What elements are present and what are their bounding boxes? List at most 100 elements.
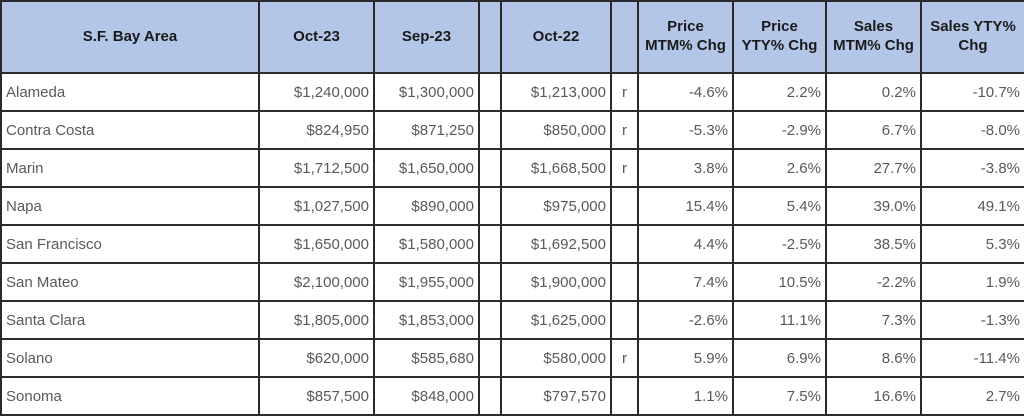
cell-spacer <box>478 224 502 264</box>
cell-price-mtm-chg: 5.9% <box>637 338 734 378</box>
cell-price-yty-chg: 2.2% <box>732 72 827 112</box>
cell-revised-flag <box>610 376 639 416</box>
cell-revised-flag <box>610 224 639 264</box>
cell-spacer <box>478 110 502 150</box>
cell-price-mtm-chg: 4.4% <box>637 224 734 264</box>
column-header-price-mtm: Price MTM% Chg <box>637 0 734 74</box>
column-header-spacer <box>478 0 502 74</box>
cell-sales-mtm-chg: -2.2% <box>825 262 922 302</box>
cell-oct22-price: $975,000 <box>500 186 612 226</box>
cell-oct23-price: $857,500 <box>258 376 375 416</box>
cell-revised-flag: r <box>610 110 639 150</box>
cell-area: Napa <box>0 186 260 226</box>
cell-sales-yty-chg: -3.8% <box>920 148 1024 188</box>
table-row: Napa $1,027,500 $890,000 $975,000 15.4% … <box>0 186 1024 226</box>
cell-sales-mtm-chg: 27.7% <box>825 148 922 188</box>
cell-price-yty-chg: 2.6% <box>732 148 827 188</box>
cell-price-mtm-chg: 15.4% <box>637 186 734 226</box>
cell-sales-mtm-chg: 38.5% <box>825 224 922 264</box>
cell-spacer <box>478 186 502 226</box>
cell-sales-mtm-chg: 7.3% <box>825 300 922 340</box>
table-body: Alameda $1,240,000 $1,300,000 $1,213,000… <box>0 72 1024 416</box>
cell-oct23-price: $1,712,500 <box>258 148 375 188</box>
cell-sep23-price: $871,250 <box>373 110 480 150</box>
cell-sales-yty-chg: -1.3% <box>920 300 1024 340</box>
cell-sep23-price: $585,680 <box>373 338 480 378</box>
column-header-oct23: Oct-23 <box>258 0 375 74</box>
cell-price-mtm-chg: 3.8% <box>637 148 734 188</box>
cell-oct23-price: $1,240,000 <box>258 72 375 112</box>
cell-oct22-price: $850,000 <box>500 110 612 150</box>
column-header-area: S.F. Bay Area <box>0 0 260 74</box>
cell-revised-flag: r <box>610 338 639 378</box>
cell-sales-yty-chg: -11.4% <box>920 338 1024 378</box>
cell-sales-mtm-chg: 8.6% <box>825 338 922 378</box>
cell-sales-yty-chg: 1.9% <box>920 262 1024 302</box>
cell-price-yty-chg: 10.5% <box>732 262 827 302</box>
table-row: Marin $1,712,500 $1,650,000 $1,668,500 r… <box>0 148 1024 188</box>
cell-area: Sonoma <box>0 376 260 416</box>
cell-area: Alameda <box>0 72 260 112</box>
table-row: San Francisco $1,650,000 $1,580,000 $1,6… <box>0 224 1024 264</box>
cell-price-yty-chg: -2.9% <box>732 110 827 150</box>
cell-sep23-price: $1,300,000 <box>373 72 480 112</box>
cell-area: Marin <box>0 148 260 188</box>
table-row: San Mateo $2,100,000 $1,955,000 $1,900,0… <box>0 262 1024 302</box>
cell-oct23-price: $1,805,000 <box>258 300 375 340</box>
table-row: Contra Costa $824,950 $871,250 $850,000 … <box>0 110 1024 150</box>
cell-oct23-price: $2,100,000 <box>258 262 375 302</box>
cell-spacer <box>478 262 502 302</box>
table-row: Santa Clara $1,805,000 $1,853,000 $1,625… <box>0 300 1024 340</box>
table-row: Solano $620,000 $585,680 $580,000 r 5.9%… <box>0 338 1024 378</box>
header-row: S.F. Bay Area Oct-23 Sep-23 Oct-22 Price… <box>0 0 1024 74</box>
cell-area: San Francisco <box>0 224 260 264</box>
cell-area: San Mateo <box>0 262 260 302</box>
cell-revised-flag <box>610 300 639 340</box>
cell-oct22-price: $1,625,000 <box>500 300 612 340</box>
cell-price-mtm-chg: -4.6% <box>637 72 734 112</box>
cell-spacer <box>478 338 502 378</box>
cell-sales-mtm-chg: 0.2% <box>825 72 922 112</box>
cell-sales-yty-chg: 5.3% <box>920 224 1024 264</box>
cell-spacer <box>478 148 502 188</box>
cell-price-mtm-chg: 1.1% <box>637 376 734 416</box>
cell-oct22-price: $1,213,000 <box>500 72 612 112</box>
cell-sales-yty-chg: -8.0% <box>920 110 1024 150</box>
cell-revised-flag: r <box>610 148 639 188</box>
cell-price-yty-chg: -2.5% <box>732 224 827 264</box>
column-header-sales-mtm: Sales MTM% Chg <box>825 0 922 74</box>
column-header-price-yty: Price YTY% Chg <box>732 0 827 74</box>
cell-revised-flag: r <box>610 72 639 112</box>
cell-price-mtm-chg: -2.6% <box>637 300 734 340</box>
cell-sep23-price: $1,580,000 <box>373 224 480 264</box>
cell-oct22-price: $1,692,500 <box>500 224 612 264</box>
cell-spacer <box>478 72 502 112</box>
column-header-sep23: Sep-23 <box>373 0 480 74</box>
cell-spacer <box>478 376 502 416</box>
cell-area: Solano <box>0 338 260 378</box>
cell-price-yty-chg: 7.5% <box>732 376 827 416</box>
cell-oct22-price: $1,668,500 <box>500 148 612 188</box>
table-row: Sonoma $857,500 $848,000 $797,570 1.1% 7… <box>0 376 1024 416</box>
cell-area: Santa Clara <box>0 300 260 340</box>
cell-sales-yty-chg: 2.7% <box>920 376 1024 416</box>
cell-oct22-price: $580,000 <box>500 338 612 378</box>
cell-oct22-price: $797,570 <box>500 376 612 416</box>
cell-revised-flag <box>610 262 639 302</box>
cell-oct23-price: $1,650,000 <box>258 224 375 264</box>
cell-area: Contra Costa <box>0 110 260 150</box>
cell-spacer <box>478 300 502 340</box>
cell-sep23-price: $890,000 <box>373 186 480 226</box>
cell-price-yty-chg: 6.9% <box>732 338 827 378</box>
cell-sep23-price: $1,853,000 <box>373 300 480 340</box>
cell-oct23-price: $620,000 <box>258 338 375 378</box>
cell-price-yty-chg: 5.4% <box>732 186 827 226</box>
cell-price-yty-chg: 11.1% <box>732 300 827 340</box>
cell-price-mtm-chg: 7.4% <box>637 262 734 302</box>
cell-sales-mtm-chg: 16.6% <box>825 376 922 416</box>
cell-price-mtm-chg: -5.3% <box>637 110 734 150</box>
column-header-sales-yty: Sales YTY% Chg <box>920 0 1024 74</box>
cell-oct22-price: $1,900,000 <box>500 262 612 302</box>
